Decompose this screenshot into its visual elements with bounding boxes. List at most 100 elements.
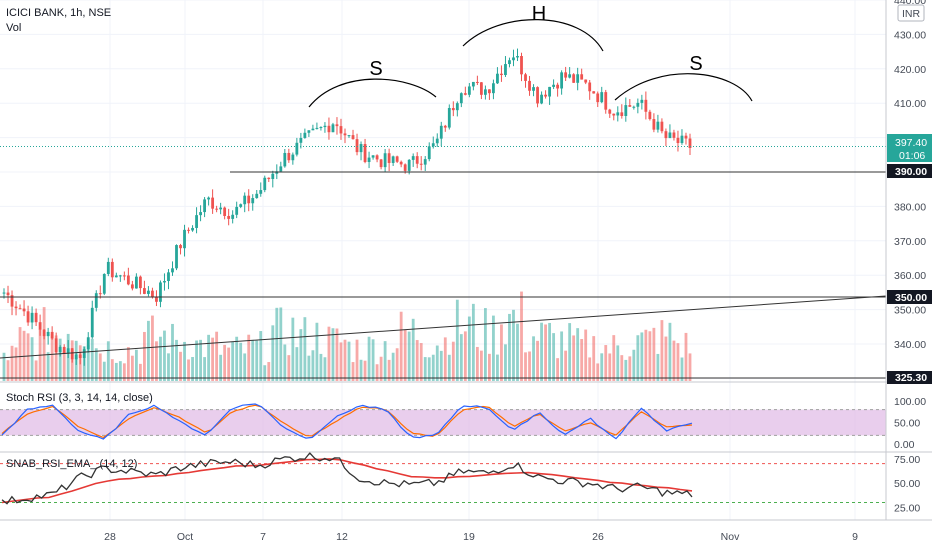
currency-box[interactable]: [897, 4, 925, 22]
volume-bar: [516, 323, 519, 381]
volume-bar: [6, 360, 10, 381]
volume-bar: [34, 360, 38, 381]
volume-bar: [26, 333, 30, 381]
candle-body: [608, 109, 612, 114]
volume-bar: [98, 353, 102, 381]
candle-body: [375, 155, 379, 160]
candle-body: [18, 308, 22, 310]
volume-bar: [110, 359, 114, 381]
candle-body: [203, 199, 206, 213]
volume-bar: [106, 341, 110, 381]
volume-bar: [62, 350, 66, 381]
candle-body: [475, 81, 479, 83]
candle-body: [163, 281, 166, 283]
candle-body: [147, 290, 150, 294]
volume-bar: [187, 359, 190, 381]
volume-bar: [439, 350, 443, 381]
volume-bar: [668, 322, 672, 381]
volume-bar: [122, 363, 126, 381]
candle-body: [644, 99, 648, 112]
volume-label: Vol: [6, 22, 21, 34]
volume-bar: [134, 349, 138, 381]
price-tick: 420.00: [894, 64, 926, 76]
volume-bar: [223, 344, 227, 381]
volume-bar: [18, 327, 22, 381]
candle-body: [463, 93, 467, 95]
volume-bar: [215, 331, 219, 381]
volume-bar: [648, 331, 652, 381]
candle-body: [34, 312, 38, 323]
candle-body: [624, 105, 628, 116]
volume-bar: [580, 339, 584, 381]
candle-body: [323, 125, 327, 128]
candle-body: [295, 142, 299, 155]
volume-bar: [544, 324, 547, 381]
volume-bar: [287, 355, 291, 381]
volume-bar: [291, 317, 295, 381]
volume-bar: [179, 351, 182, 381]
candle-body: [588, 82, 592, 92]
candle-body: [431, 143, 435, 147]
candle-body: [243, 195, 247, 205]
candle-body: [227, 215, 231, 219]
candle-body: [620, 112, 624, 116]
volume-bar: [403, 329, 407, 381]
time-axis-ticks: 28 Oct 7 12 19 26 Nov 9: [104, 531, 858, 543]
last-price-value: 397.40: [895, 137, 927, 149]
volume-bar: [126, 347, 130, 381]
volume-bar: [175, 339, 178, 381]
candles: [2, 48, 692, 366]
volume-max-value: 325.30: [895, 372, 927, 384]
time-tick: 9: [852, 531, 858, 543]
candle-body: [427, 146, 431, 160]
price-tick: 370.00: [894, 236, 926, 248]
candle-body: [102, 273, 106, 294]
volume-bar: [331, 328, 335, 381]
candle-body: [552, 84, 556, 87]
candle-body: [219, 207, 223, 210]
candle-body: [592, 91, 596, 94]
right-shoulder-label: S: [689, 53, 702, 75]
volume-bar: [155, 341, 158, 381]
volume-bar: [323, 357, 327, 381]
candle-body: [191, 227, 194, 231]
time-tick: Nov: [721, 531, 740, 543]
volume-bar: [427, 357, 431, 381]
volume-max-tag: 325.30: [887, 371, 932, 384]
candle-body: [98, 293, 102, 295]
support-value: 390.00: [895, 166, 927, 178]
candle-body: [187, 229, 190, 231]
volume-bars: [2, 291, 692, 381]
volume-bar: [463, 331, 467, 381]
candle-body: [676, 137, 680, 144]
volume-bar: [552, 333, 556, 381]
volume-bar: [195, 340, 198, 381]
volume-bar: [576, 328, 580, 381]
volume-bar: [395, 348, 399, 381]
candle-body: [126, 275, 130, 285]
volume-bar: [147, 320, 150, 381]
candle-body: [367, 157, 371, 163]
volume-bar: [508, 313, 511, 381]
volume-bar: [50, 333, 54, 381]
candle-body: [130, 284, 134, 289]
volume-bar: [431, 354, 435, 381]
volume-bar: [235, 336, 239, 381]
stoch-rsi-pane: Stoch RSI (3, 3, 14, 14, close): [0, 392, 886, 440]
candle-body: [271, 173, 275, 180]
stoch-band: [0, 409, 886, 436]
candle-body: [151, 290, 154, 297]
candle-body: [22, 308, 26, 312]
volume-bar: [199, 339, 202, 381]
candle-body: [255, 193, 259, 199]
candle-body: [167, 272, 170, 282]
candle-body: [223, 207, 227, 216]
candle-body: [648, 111, 652, 120]
volume-bar: [42, 307, 46, 381]
volume-bar: [520, 291, 523, 381]
time-tick: 19: [463, 531, 475, 543]
candle-body: [532, 87, 535, 91]
volume-bar: [2, 352, 6, 381]
volume-bar: [363, 360, 367, 381]
